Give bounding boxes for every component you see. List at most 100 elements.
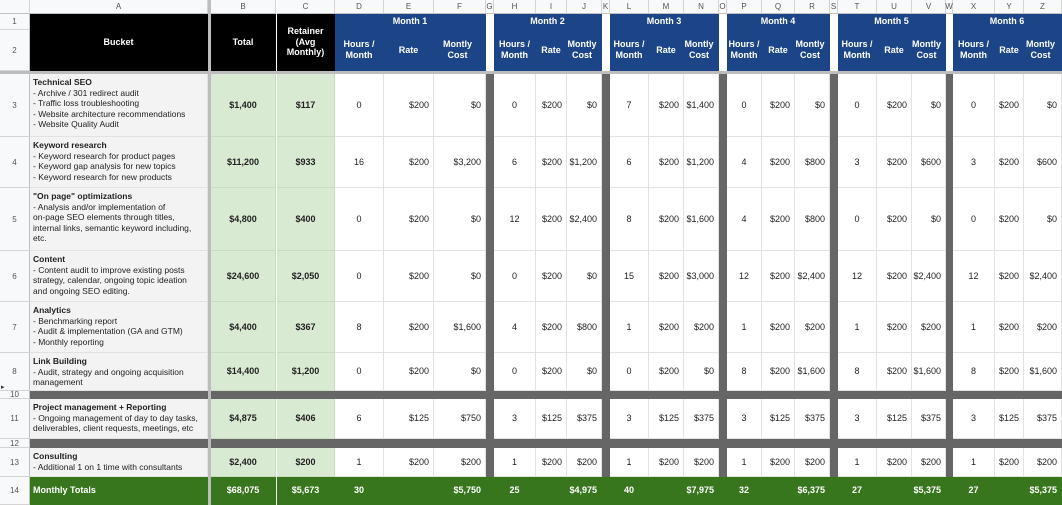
- column-header-m[interactable]: M: [649, 0, 684, 14]
- cost-cell[interactable]: $0: [434, 353, 486, 391]
- rate-cell[interactable]: $200: [536, 251, 567, 302]
- column-header-y[interactable]: Y: [995, 0, 1024, 14]
- cost-cell[interactable]: $800: [795, 137, 830, 188]
- cost-header[interactable]: Montly Cost: [684, 30, 719, 71]
- row-header-2[interactable]: 2: [0, 30, 30, 71]
- row-header-10[interactable]: 10: [0, 390, 30, 399]
- rate-cell[interactable]: $200: [536, 302, 567, 353]
- cost-cell[interactable]: $0: [567, 74, 602, 137]
- hours-cell[interactable]: 0: [838, 74, 877, 137]
- retainer-cell[interactable]: $117: [277, 74, 335, 137]
- totals-hours[interactable]: 25: [494, 477, 536, 505]
- rate-header[interactable]: Rate: [536, 30, 567, 71]
- totals-cost[interactable]: $5,375: [912, 477, 946, 505]
- hours-cell[interactable]: 0: [953, 74, 995, 137]
- cost-header[interactable]: Montly Cost: [912, 30, 946, 71]
- row-header-14[interactable]: 14: [0, 477, 30, 505]
- rate-cell[interactable]: $200: [762, 448, 795, 477]
- rate-cell[interactable]: $200: [877, 302, 912, 353]
- rate-cell[interactable]: $125: [384, 399, 434, 439]
- bucket-header[interactable]: Bucket: [30, 14, 208, 71]
- cost-cell[interactable]: $200: [795, 448, 830, 477]
- column-header-i[interactable]: I: [536, 0, 567, 14]
- rate-cell[interactable]: $125: [536, 399, 567, 439]
- cost-cell[interactable]: $200: [912, 448, 946, 477]
- hours-cell[interactable]: 6: [494, 137, 536, 188]
- bucket-cell[interactable]: Technical SEO - Archive / 301 redirect au…: [30, 74, 208, 137]
- column-header-u[interactable]: U: [877, 0, 912, 14]
- hours-cell[interactable]: 3: [494, 399, 536, 439]
- column-header-w[interactable]: W: [945, 0, 953, 14]
- bucket-cell[interactable]: Link Building - Audit, strategy and ongoi…: [30, 353, 208, 391]
- hours-cell[interactable]: 0: [838, 188, 877, 251]
- cost-cell[interactable]: $0: [795, 74, 830, 137]
- retainer-cell[interactable]: $406: [277, 399, 335, 439]
- rate-cell[interactable]: $200: [536, 353, 567, 391]
- hours-cell[interactable]: 8: [838, 353, 877, 391]
- hours-cell[interactable]: 0: [335, 353, 384, 391]
- rate-cell[interactable]: $125: [995, 399, 1024, 439]
- rate-cell[interactable]: $200: [995, 188, 1024, 251]
- cost-cell[interactable]: $0: [567, 251, 602, 302]
- rate-cell[interactable]: $200: [384, 137, 434, 188]
- column-header-e[interactable]: E: [384, 0, 434, 14]
- totals-gap[interactable]: [946, 477, 953, 505]
- total-header[interactable]: Total: [211, 14, 276, 71]
- hours-cell[interactable]: 1: [335, 448, 384, 477]
- cost-cell[interactable]: $0: [684, 353, 719, 391]
- hours-cell[interactable]: 0: [953, 188, 995, 251]
- totals-hours[interactable]: 32: [727, 477, 762, 505]
- hours-header[interactable]: Hours / Month: [610, 30, 649, 71]
- hours-cell[interactable]: 8: [610, 188, 649, 251]
- totals-cost[interactable]: $5,375: [1024, 477, 1062, 505]
- rate-cell[interactable]: $200: [384, 74, 434, 137]
- total-cell[interactable]: $4,400: [211, 302, 276, 353]
- hours-cell[interactable]: 3: [838, 137, 877, 188]
- hours-cell[interactable]: 12: [838, 251, 877, 302]
- hours-cell[interactable]: 0: [335, 251, 384, 302]
- hours-cell[interactable]: 3: [727, 399, 762, 439]
- cost-cell[interactable]: $1,600: [912, 353, 946, 391]
- rate-header[interactable]: Rate: [384, 30, 434, 71]
- hours-cell[interactable]: 4: [727, 188, 762, 251]
- totals-label[interactable]: Monthly Totals: [30, 477, 208, 505]
- totals-gap[interactable]: [486, 477, 494, 505]
- column-header-k[interactable]: K: [602, 0, 610, 14]
- rate-cell[interactable]: $200: [877, 188, 912, 251]
- retainer-header[interactable]: Retainer (Avg Monthly): [277, 14, 335, 71]
- hours-cell[interactable]: 4: [494, 302, 536, 353]
- totals-gap[interactable]: [830, 477, 838, 505]
- cost-cell[interactable]: $200: [434, 448, 486, 477]
- totals-cost[interactable]: $4,975: [567, 477, 602, 505]
- hours-cell[interactable]: 0: [335, 188, 384, 251]
- rate-cell[interactable]: $200: [762, 188, 795, 251]
- rate-cell[interactable]: $200: [762, 74, 795, 137]
- frozen-row-divider[interactable]: [0, 71, 1062, 74]
- hours-cell[interactable]: 1: [727, 302, 762, 353]
- cost-cell[interactable]: $200: [795, 302, 830, 353]
- retainer-cell[interactable]: $400: [277, 188, 335, 251]
- hours-cell[interactable]: 1: [838, 302, 877, 353]
- hours-cell[interactable]: 1: [838, 448, 877, 477]
- total-cell[interactable]: $14,400: [211, 353, 276, 391]
- cost-cell[interactable]: $0: [1024, 74, 1062, 137]
- total-cell[interactable]: $2,400: [211, 448, 276, 477]
- row-header-8[interactable]: 8: [0, 353, 30, 391]
- hours-cell[interactable]: 15: [610, 251, 649, 302]
- retainer-cell[interactable]: $933: [277, 137, 335, 188]
- month-1-header[interactable]: Month 1: [335, 14, 486, 30]
- bucket-cell[interactable]: "On page" optimizations - Analysis and/or…: [30, 188, 208, 251]
- cost-header[interactable]: Montly Cost: [1024, 30, 1062, 71]
- hours-header[interactable]: Hours / Month: [727, 30, 762, 71]
- rate-cell[interactable]: $200: [649, 251, 684, 302]
- cost-cell[interactable]: $0: [434, 251, 486, 302]
- hours-cell[interactable]: 12: [727, 251, 762, 302]
- cost-cell[interactable]: $1,200: [567, 137, 602, 188]
- rate-cell[interactable]: $200: [995, 302, 1024, 353]
- column-header-a[interactable]: A: [30, 0, 208, 14]
- column-header-j[interactable]: J: [567, 0, 602, 14]
- hours-cell[interactable]: 8: [953, 353, 995, 391]
- cost-cell[interactable]: $200: [912, 302, 946, 353]
- bucket-cell[interactable]: Keyword research - Keyword research for p…: [30, 137, 208, 188]
- bucket-cell[interactable]: Consulting - Additional 1 on 1 time with …: [30, 448, 208, 477]
